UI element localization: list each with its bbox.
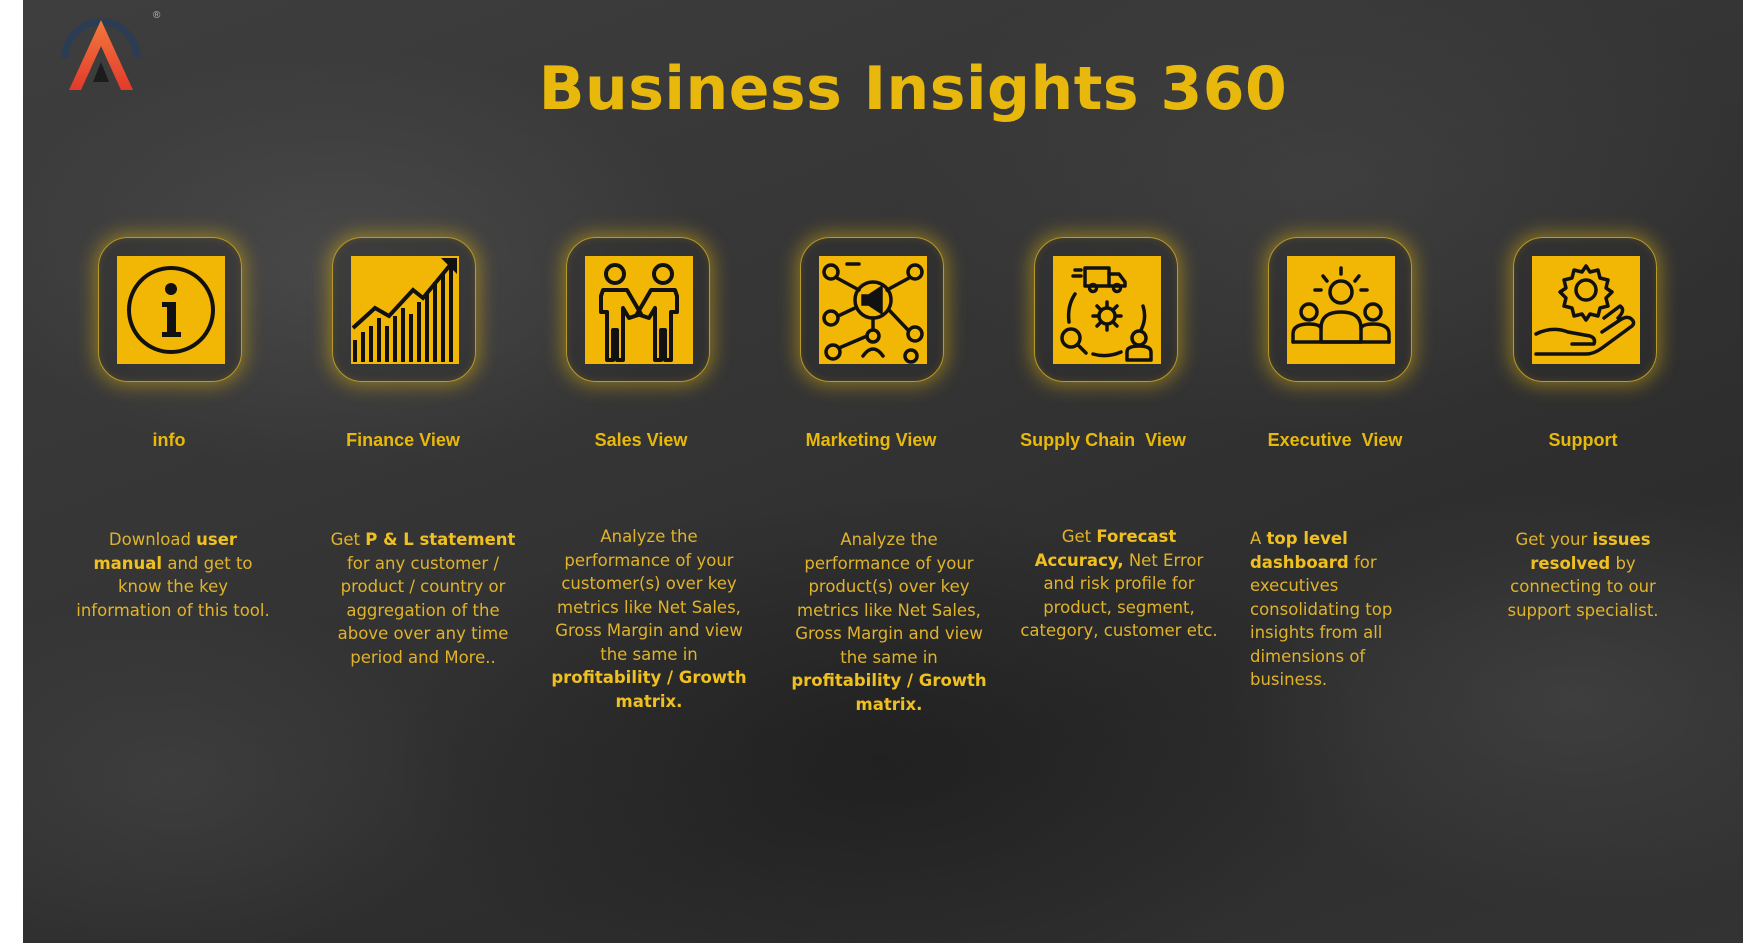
supply-chain-icon xyxy=(1060,266,1153,362)
info-icon xyxy=(127,266,215,354)
sales-tile-button[interactable] xyxy=(566,237,710,382)
handshake-icon xyxy=(599,263,679,362)
card-desc-sales: Analyze the performance of your customer… xyxy=(549,525,749,713)
card-desc-info: Download user manual and get to know the… xyxy=(73,528,273,622)
executive-tile-button[interactable] xyxy=(1268,237,1412,382)
desc-text: for any customer / product / country or … xyxy=(337,553,509,667)
registered-mark: ® xyxy=(153,10,161,21)
desc-text: Get xyxy=(330,530,366,549)
desc-bold[interactable]: P & L statement xyxy=(365,530,516,549)
desc-bold[interactable]: profitability / Growth matrix. xyxy=(791,671,987,714)
desc-text: for executives consolidating top insight… xyxy=(1250,552,1393,690)
desc-bold[interactable]: issues resolved xyxy=(1530,530,1651,573)
card-title-support[interactable]: Support xyxy=(1548,430,1618,450)
desc-text: Get your xyxy=(1515,530,1593,549)
support-tile-button[interactable] xyxy=(1513,237,1657,382)
desc-text: and get to know the key information of t… xyxy=(76,553,270,620)
desc-text: Analyze the performance of your product(… xyxy=(795,530,983,667)
desc-text: Download xyxy=(108,530,197,549)
desc-bold[interactable]: user manual xyxy=(93,530,238,573)
landing-page: ® Business Insights 360 info Download us… xyxy=(23,0,1743,943)
desc-bold[interactable]: Forecast Accuracy, xyxy=(1034,527,1177,570)
finance-tile-button[interactable] xyxy=(332,237,476,382)
megaphone-network-icon xyxy=(822,262,924,364)
gear-hand-icon xyxy=(1534,264,1636,356)
desc-bold[interactable]: profitability / Growth matrix. xyxy=(551,668,747,711)
growth-chart-icon xyxy=(351,258,457,362)
card-desc-executive: A top level dashboard for executives con… xyxy=(1250,527,1440,692)
card-title-executive[interactable]: Executive View xyxy=(1267,430,1403,450)
card-desc-supply-chain: Get Forecast Accuracy, Net Error and ris… xyxy=(1019,525,1219,643)
marketing-tile-button[interactable] xyxy=(800,237,944,382)
desc-text: by connecting to our support specialist. xyxy=(1507,553,1659,620)
card-title-marketing[interactable]: Marketing View xyxy=(805,430,937,450)
desc-text: A xyxy=(1250,529,1267,548)
card-desc-support: Get your issues resolved by connecting t… xyxy=(1483,528,1683,622)
card-title-supply-chain[interactable]: Supply Chain View xyxy=(1020,430,1186,450)
desc-bold[interactable]: top level dashboard xyxy=(1250,529,1349,572)
desc-text: Net Error and risk profile for product, … xyxy=(1020,550,1218,641)
card-desc-finance: Get P & L statement for any customer / p… xyxy=(323,528,523,669)
info-tile-button[interactable] xyxy=(98,237,242,382)
team-leader-icon xyxy=(1291,266,1391,344)
supply-chain-tile-button[interactable] xyxy=(1034,237,1178,382)
page-title: Business Insights 360 xyxy=(538,54,1288,124)
card-title-info[interactable]: info xyxy=(152,430,186,450)
desc-text: Analyze the performance of your customer… xyxy=(555,527,743,664)
desc-text: Get xyxy=(1061,527,1097,546)
card-desc-marketing: Analyze the performance of your product(… xyxy=(789,528,989,716)
atliq-logo-icon: ® xyxy=(53,6,160,96)
card-title-sales[interactable]: Sales View xyxy=(594,430,688,450)
card-title-finance[interactable]: Finance View xyxy=(346,430,460,450)
